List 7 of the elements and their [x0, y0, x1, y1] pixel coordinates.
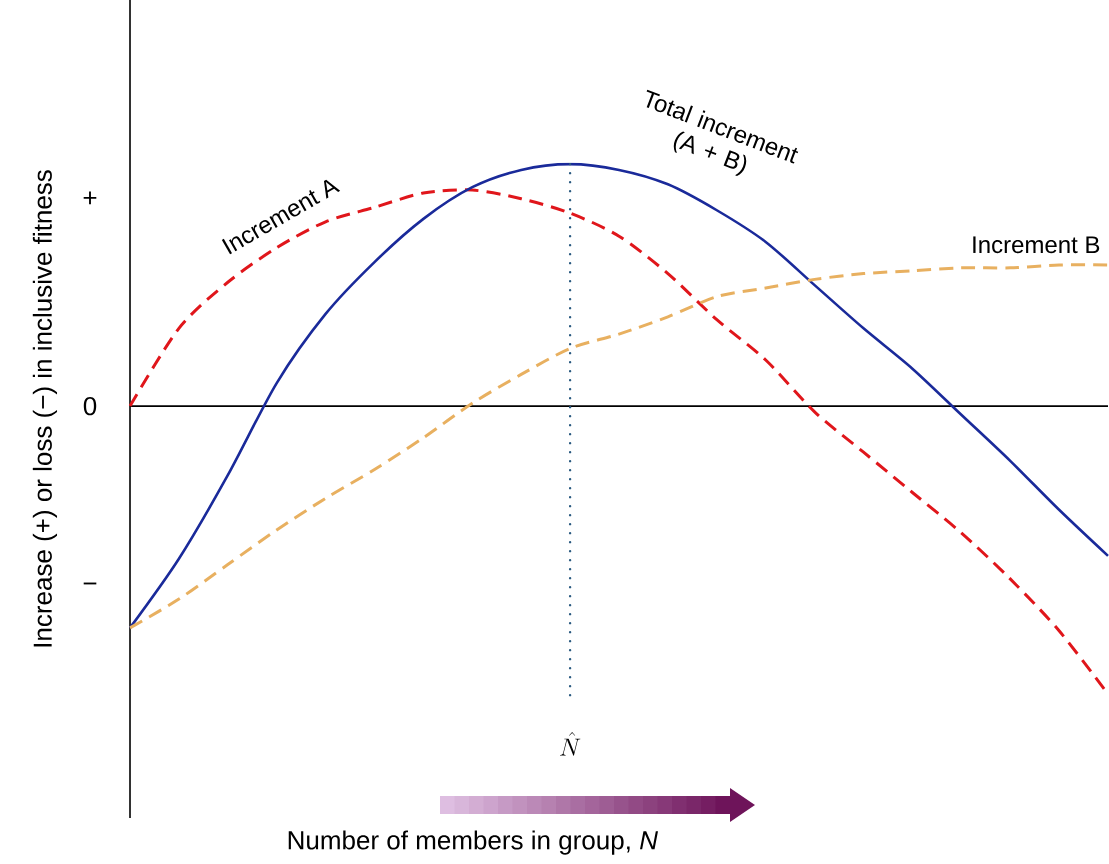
text: $\hat{N}$	[560, 732, 581, 756]
series-label: Increment B	[973, 236, 1100, 254]
text: −	[83, 582, 97, 585]
text: 0	[83, 396, 97, 416]
y-axis-title: Increase (+) or loss (−) in inclusive fitness	[32, 170, 58, 647]
text: Number of members in group, N	[288, 830, 658, 855]
text: +	[83, 191, 97, 205]
